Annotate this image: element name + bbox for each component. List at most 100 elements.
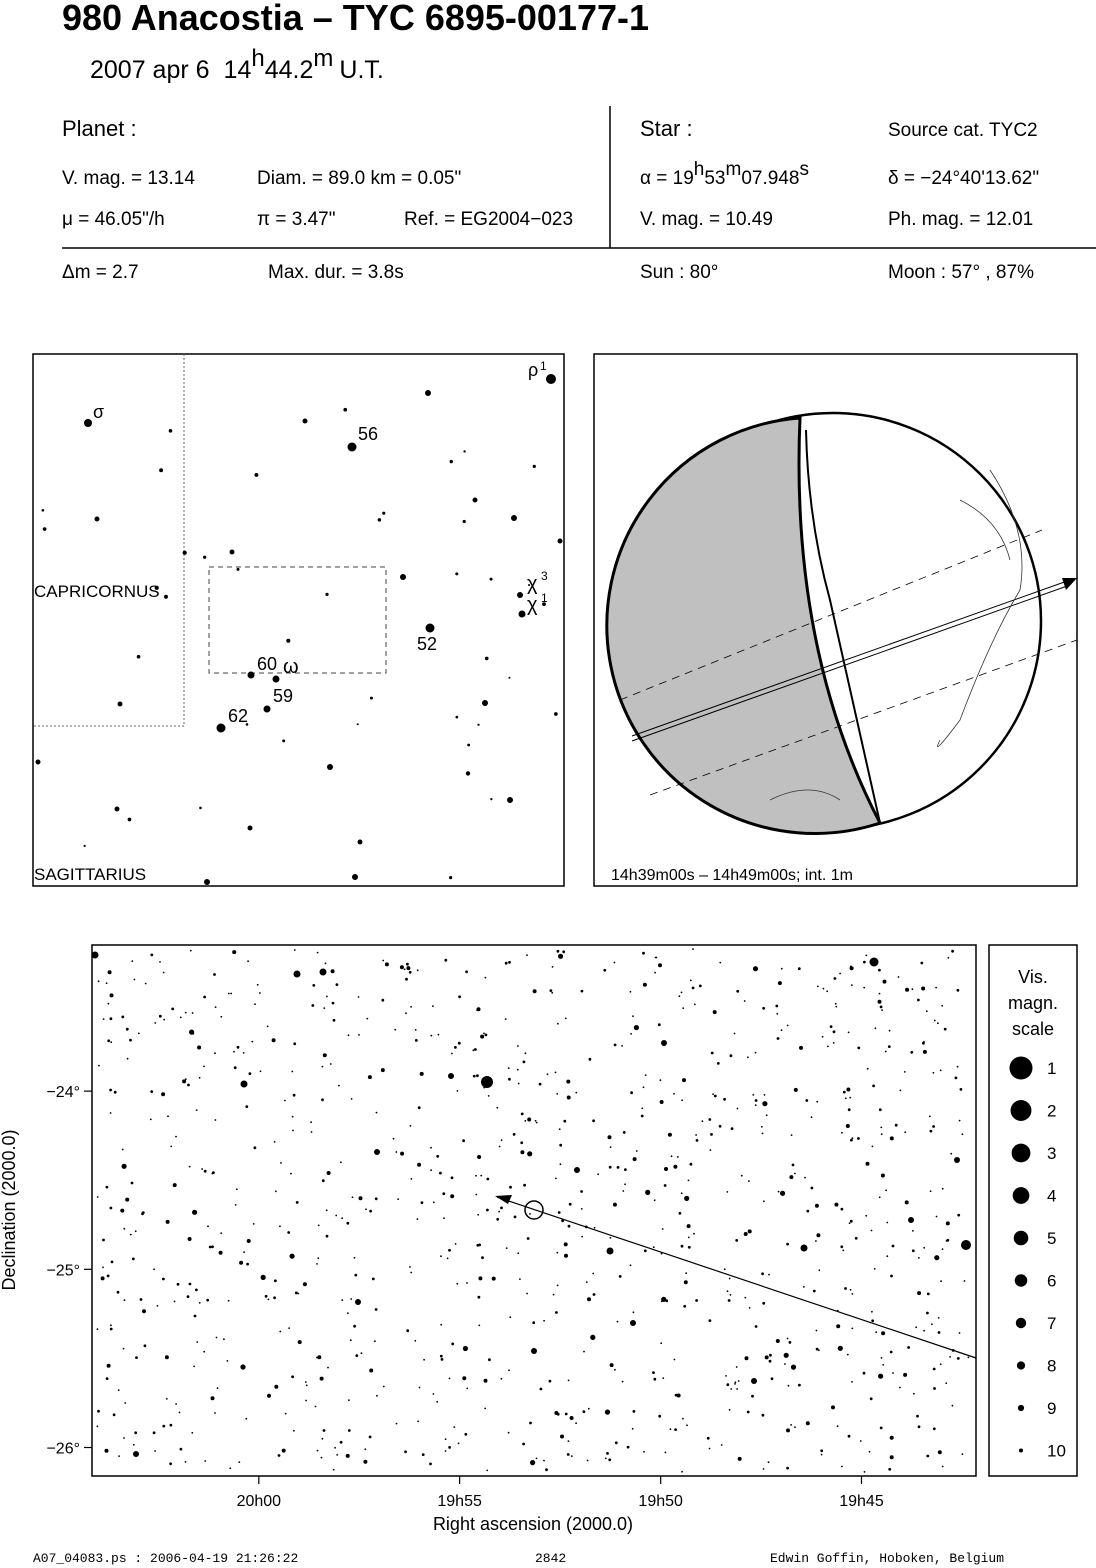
star <box>863 986 866 989</box>
star <box>369 1368 374 1373</box>
globe-caption: 14h39m00s – 14h49m00s; int. 1m <box>611 867 853 884</box>
star <box>854 1236 858 1240</box>
star <box>616 1320 619 1323</box>
star <box>531 1348 537 1354</box>
path-arrow <box>495 1195 512 1204</box>
star <box>754 1104 757 1106</box>
star <box>629 1264 632 1267</box>
star <box>917 998 920 1002</box>
finder-star <box>204 879 210 885</box>
star <box>556 949 560 953</box>
star <box>410 1006 412 1008</box>
star <box>686 1424 688 1427</box>
star <box>659 1100 664 1104</box>
star <box>522 1060 526 1064</box>
star <box>327 1366 329 1369</box>
star <box>188 1282 192 1286</box>
star <box>123 1437 125 1439</box>
star <box>462 1139 465 1143</box>
star <box>414 1029 417 1031</box>
finder-star <box>528 583 531 587</box>
star <box>744 1296 747 1299</box>
star <box>110 1041 113 1044</box>
star <box>848 1222 851 1224</box>
star <box>162 1424 166 1428</box>
finder-star <box>83 844 86 848</box>
star <box>658 1414 662 1418</box>
star <box>293 1429 295 1432</box>
star <box>220 1232 223 1234</box>
star <box>770 1377 774 1381</box>
star <box>295 1201 299 1204</box>
star <box>321 1437 324 1440</box>
star <box>156 1305 159 1307</box>
star <box>748 1307 751 1309</box>
star <box>642 1086 645 1089</box>
star <box>167 1115 169 1118</box>
chart-frame <box>91 944 977 1477</box>
finder-star <box>508 676 511 679</box>
star <box>137 1032 140 1035</box>
star <box>242 1052 245 1054</box>
star <box>694 1003 696 1006</box>
star <box>227 1299 230 1302</box>
star <box>935 986 937 989</box>
star <box>881 1009 883 1011</box>
finder-star <box>164 594 168 599</box>
star <box>851 1137 854 1140</box>
star <box>198 1076 201 1079</box>
star <box>849 1219 853 1223</box>
star <box>961 1133 964 1136</box>
star <box>293 949 296 951</box>
finder-star <box>382 511 386 515</box>
star <box>885 1189 887 1192</box>
star <box>567 1440 570 1442</box>
star <box>319 1376 324 1381</box>
star <box>566 1079 571 1084</box>
star <box>888 1029 891 1032</box>
star <box>713 1094 717 1098</box>
star <box>277 1454 281 1457</box>
star <box>196 1341 199 1343</box>
star <box>839 972 841 975</box>
star <box>353 1324 356 1328</box>
star <box>580 1190 583 1193</box>
finder-star <box>41 508 45 512</box>
star <box>899 1386 901 1389</box>
star <box>719 961 722 964</box>
star <box>958 1332 961 1334</box>
star <box>812 1289 816 1293</box>
star <box>335 983 339 986</box>
star <box>350 1298 353 1300</box>
star <box>321 1098 324 1102</box>
star <box>834 1202 839 1207</box>
star <box>681 1470 683 1473</box>
star <box>397 1198 399 1200</box>
star <box>169 1423 173 1427</box>
star <box>406 1329 410 1333</box>
star <box>847 1108 851 1112</box>
star <box>570 1455 573 1457</box>
star <box>498 1210 500 1213</box>
star <box>769 1353 772 1357</box>
star <box>603 968 607 972</box>
star <box>505 1247 508 1249</box>
star <box>798 1383 801 1387</box>
constellation-boundary <box>33 354 185 727</box>
star <box>238 1461 241 1463</box>
finder-star <box>247 825 253 831</box>
star <box>842 1090 846 1094</box>
star <box>728 1277 731 1280</box>
star <box>508 1369 510 1372</box>
legend-label: 9 <box>1047 1399 1056 1418</box>
legend-label: 1 <box>1047 1059 1056 1078</box>
star <box>568 1202 572 1206</box>
star <box>347 1429 351 1432</box>
star <box>169 1462 173 1466</box>
star <box>347 1312 349 1314</box>
finder-star <box>282 739 286 743</box>
finder-star <box>272 675 280 683</box>
star <box>560 1434 564 1439</box>
star <box>239 1260 244 1265</box>
star <box>660 1252 663 1255</box>
